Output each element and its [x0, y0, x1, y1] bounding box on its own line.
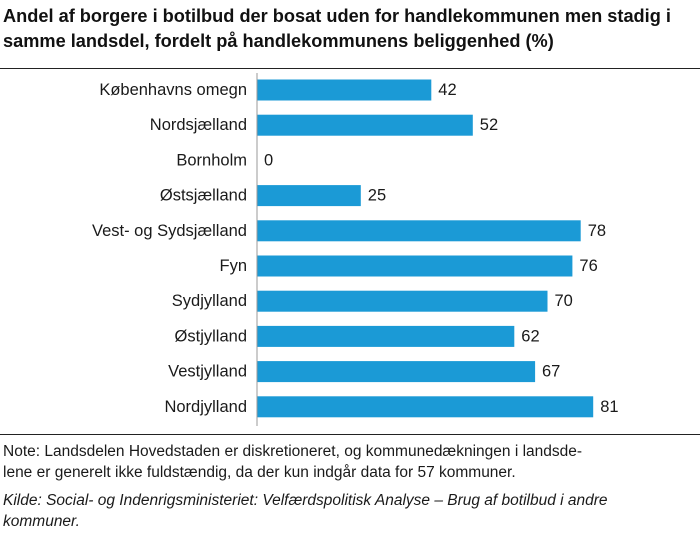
chart-source: Kilde: Social- og Indenrigsministeriet: …	[3, 490, 693, 532]
value-label-oestjylland: 62	[521, 327, 539, 345]
value-label-koebenhavns-omegn: 42	[438, 81, 456, 99]
category-label-oestjylland: Østjylland	[175, 327, 247, 345]
chart-note-line-2: lene er generelt ikke fuldstændig, da de…	[3, 464, 516, 481]
bar-sydjylland	[257, 290, 548, 312]
bar-vestjylland	[257, 361, 536, 383]
chart-source-line-2: kommuner.	[3, 513, 80, 530]
chart-source-line-1: Kilde: Social- og Indenrigsministeriet: …	[3, 492, 608, 509]
category-label-oestsjaelland: Østsjælland	[160, 187, 247, 205]
bars-layer	[257, 79, 594, 418]
chart-title: Andel af borgere i botilbud der bosat ud…	[3, 4, 693, 54]
value-label-bornholm: 0	[264, 151, 273, 169]
bar-oestjylland	[257, 325, 515, 347]
category-label-sydjylland: Sydjylland	[172, 292, 247, 310]
bar-koebenhavns-omegn	[257, 79, 432, 101]
chart-title-line-2: samme landsdel, fordelt på handlekommune…	[3, 31, 554, 51]
category-label-nordsjaelland: Nordsjælland	[150, 116, 247, 134]
value-label-nordsjaelland: 52	[480, 116, 498, 134]
bar-nordjylland	[257, 396, 594, 418]
category-label-bornholm: Bornholm	[176, 151, 247, 169]
chart-note: Note: Landsdelen Hovedstaden er diskreti…	[3, 441, 693, 483]
category-label-vest-og-sydsjaelland: Vest- og Sydsjælland	[92, 222, 247, 240]
category-label-fyn: Fyn	[219, 257, 247, 275]
bar-fyn	[257, 255, 573, 277]
chart-note-line-1: Note: Landsdelen Hovedstaden er diskreti…	[3, 443, 583, 460]
bar-vest-og-sydsjaelland	[257, 220, 581, 242]
category-label-koebenhavns-omegn: Københavns omegn	[99, 81, 247, 99]
value-label-vest-og-sydsjaelland: 78	[588, 222, 606, 240]
category-label-vestjylland: Vestjylland	[168, 363, 247, 381]
value-label-nordjylland: 81	[600, 398, 618, 416]
chart-title-line-1: Andel af borgere i botilbud der bosat ud…	[3, 6, 671, 26]
value-label-fyn: 76	[579, 257, 597, 275]
bar-oestsjaelland	[257, 185, 361, 207]
value-label-sydjylland: 70	[555, 292, 573, 310]
value-label-oestsjaelland: 25	[368, 187, 386, 205]
bottom-divider	[0, 434, 700, 436]
labels-layer: Københavns omegn 42 Nordsjælland 52 Bornholm…	[92, 81, 619, 416]
value-label-vestjylland: 67	[542, 363, 560, 381]
bar-nordsjaelland	[257, 114, 473, 136]
category-label-nordjylland: Nordjylland	[164, 398, 247, 416]
top-divider	[0, 68, 700, 70]
